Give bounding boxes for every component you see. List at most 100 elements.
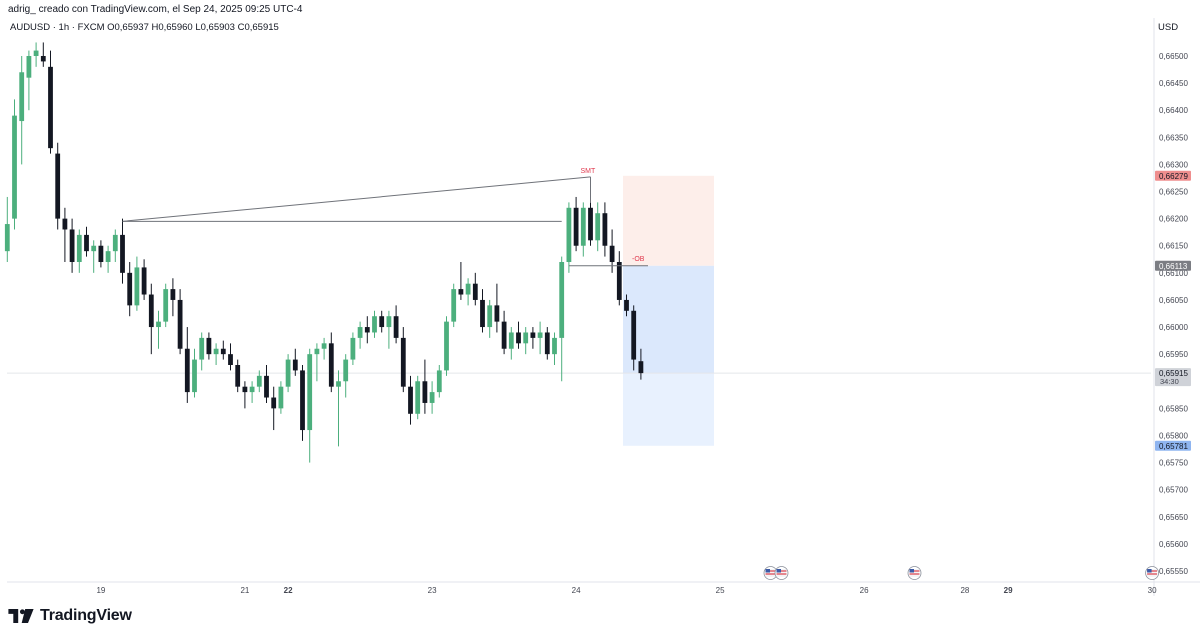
candle[interactable] bbox=[69, 218, 75, 273]
candle[interactable] bbox=[343, 354, 349, 398]
candle[interactable] bbox=[530, 327, 536, 349]
candle[interactable] bbox=[300, 365, 305, 441]
price-chart[interactable]: SMT -OB 0,66500 0,66450 0,66400 0,66350 0,663… bbox=[0, 0, 1200, 600]
candle[interactable] bbox=[372, 310, 377, 338]
candle[interactable] bbox=[220, 340, 226, 360]
candle[interactable] bbox=[12, 99, 17, 230]
candle[interactable] bbox=[595, 202, 601, 252]
candle[interactable] bbox=[631, 305, 637, 371]
candle[interactable] bbox=[580, 202, 586, 257]
candle[interactable] bbox=[112, 229, 118, 262]
candle[interactable] bbox=[573, 196, 579, 252]
candle[interactable] bbox=[429, 381, 435, 414]
symbol-ohlc-line[interactable]: AUDUSD · 1h · FXCM O0,65937 H0,65960 L0,… bbox=[10, 22, 279, 33]
candle[interactable] bbox=[314, 343, 320, 382]
price-axis[interactable]: 0,66500 0,66450 0,66400 0,66350 0,66300 0,662… bbox=[1155, 52, 1191, 576]
candle[interactable] bbox=[120, 218, 125, 284]
candle[interactable] bbox=[105, 245, 111, 273]
candle[interactable] bbox=[336, 370, 341, 447]
candle[interactable] bbox=[199, 332, 205, 371]
candle[interactable] bbox=[544, 327, 550, 360]
ob-price-tag[interactable]: 0,66113 bbox=[1155, 260, 1191, 271]
target-price-tag[interactable]: 0,65781 bbox=[1155, 440, 1191, 451]
candle[interactable] bbox=[552, 332, 557, 365]
us-flag-icon[interactable] bbox=[907, 566, 922, 580]
candle[interactable] bbox=[62, 207, 68, 262]
candle[interactable] bbox=[98, 240, 104, 268]
candle[interactable] bbox=[472, 272, 478, 306]
candle[interactable] bbox=[487, 299, 493, 338]
candle[interactable] bbox=[256, 370, 262, 393]
candle[interactable] bbox=[292, 348, 298, 376]
candle[interactable] bbox=[170, 278, 176, 317]
candle[interactable] bbox=[33, 42, 39, 67]
events-layer[interactable] bbox=[763, 566, 1159, 580]
candle[interactable] bbox=[408, 375, 413, 425]
candle[interactable] bbox=[148, 283, 154, 355]
candle[interactable] bbox=[213, 343, 219, 365]
candle[interactable] bbox=[40, 42, 46, 67]
candle[interactable] bbox=[357, 321, 363, 349]
candle[interactable] bbox=[609, 229, 615, 273]
candle[interactable] bbox=[177, 289, 183, 355]
candle[interactable] bbox=[285, 354, 291, 393]
candle[interactable] bbox=[494, 283, 500, 333]
candle[interactable] bbox=[76, 229, 82, 273]
candle[interactable] bbox=[480, 289, 485, 333]
candle[interactable] bbox=[156, 310, 161, 349]
candle[interactable] bbox=[55, 142, 61, 230]
candle[interactable] bbox=[48, 50, 53, 154]
candle[interactable] bbox=[127, 262, 133, 317]
candle[interactable] bbox=[321, 337, 327, 360]
candle[interactable] bbox=[465, 278, 471, 306]
candle[interactable] bbox=[451, 283, 457, 328]
candle[interactable] bbox=[271, 386, 277, 431]
candle[interactable] bbox=[400, 327, 406, 393]
candle[interactable] bbox=[350, 332, 356, 365]
candle[interactable] bbox=[379, 310, 385, 333]
candles-layer[interactable] bbox=[4, 42, 644, 463]
candle[interactable] bbox=[228, 343, 233, 371]
candle[interactable] bbox=[249, 381, 255, 403]
candle[interactable] bbox=[422, 359, 428, 414]
candle[interactable] bbox=[624, 294, 629, 317]
candle[interactable] bbox=[508, 327, 514, 360]
candle[interactable] bbox=[184, 327, 190, 403]
tradingview-logo[interactable]: TradingView bbox=[8, 607, 132, 625]
candle[interactable] bbox=[84, 226, 89, 257]
candle[interactable] bbox=[26, 50, 32, 111]
candle[interactable] bbox=[206, 332, 212, 360]
us-flag-icon[interactable] bbox=[1145, 566, 1159, 580]
candle[interactable] bbox=[307, 348, 313, 463]
candle[interactable] bbox=[328, 332, 334, 393]
candle[interactable] bbox=[436, 365, 442, 398]
candle[interactable] bbox=[242, 381, 248, 409]
candle[interactable] bbox=[163, 283, 169, 328]
candle[interactable] bbox=[559, 256, 565, 382]
stop-price-tag[interactable]: 0,66279 bbox=[1155, 170, 1191, 181]
candle[interactable] bbox=[638, 348, 644, 380]
candle[interactable] bbox=[235, 359, 241, 393]
us-flag-icon[interactable] bbox=[774, 566, 789, 580]
candle[interactable] bbox=[501, 310, 507, 355]
candle[interactable] bbox=[278, 381, 284, 414]
time-axis[interactable]: 19 21 22 23 24 25 26 28 29 30 bbox=[96, 586, 1157, 595]
candle[interactable] bbox=[566, 202, 572, 273]
candle[interactable] bbox=[616, 251, 622, 306]
candle[interactable] bbox=[523, 327, 529, 355]
candle[interactable] bbox=[91, 240, 97, 273]
candle[interactable] bbox=[516, 321, 521, 349]
candle[interactable] bbox=[19, 56, 25, 165]
candle[interactable] bbox=[415, 375, 421, 420]
candle[interactable] bbox=[602, 202, 608, 257]
candle[interactable] bbox=[141, 259, 147, 300]
candle[interactable] bbox=[458, 262, 464, 300]
candle[interactable] bbox=[264, 365, 269, 403]
candle[interactable] bbox=[444, 316, 449, 376]
candle[interactable] bbox=[4, 196, 10, 262]
candle[interactable] bbox=[364, 316, 370, 344]
candle[interactable] bbox=[393, 305, 399, 344]
candle[interactable] bbox=[386, 310, 392, 349]
candle[interactable] bbox=[134, 256, 140, 311]
